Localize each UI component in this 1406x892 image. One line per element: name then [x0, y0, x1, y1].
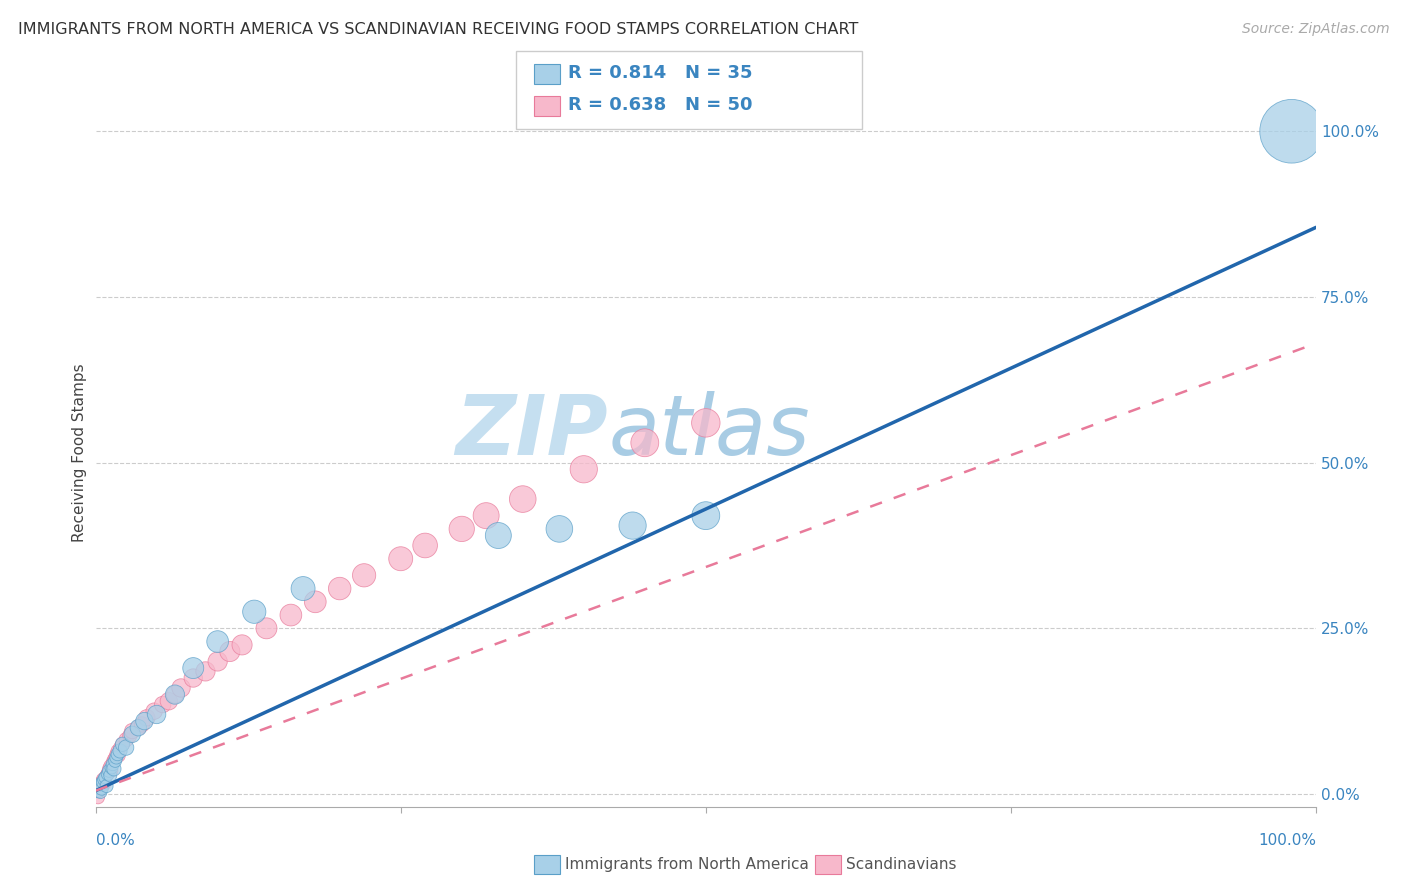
Point [152, 698, 174, 712]
Point [98, 768, 121, 782]
Point [143, 704, 166, 718]
Point [98, 759, 121, 773]
Point [89, 783, 111, 797]
Point [131, 717, 153, 731]
Point [89, 781, 111, 796]
Point [163, 688, 186, 702]
Point [475, 508, 498, 523]
Point [94, 771, 117, 785]
Text: R = 0.814   N = 35: R = 0.814 N = 35 [568, 64, 752, 82]
Point [353, 568, 375, 582]
Text: Source: ZipAtlas.com: Source: ZipAtlas.com [1241, 22, 1389, 37]
Point [101, 755, 124, 769]
Point [695, 416, 717, 430]
Point [207, 655, 229, 669]
Point [93, 777, 115, 791]
Point [450, 522, 472, 536]
Point [90, 781, 112, 796]
Point [107, 747, 129, 762]
Point [104, 750, 127, 764]
Point [292, 582, 315, 596]
Text: Scandinavians: Scandinavians [846, 857, 957, 871]
Point [218, 644, 240, 658]
Point [170, 681, 193, 695]
Point [89, 785, 111, 799]
Point [87, 790, 110, 805]
Point [98, 764, 121, 778]
Point [91, 772, 114, 787]
Point [111, 737, 134, 751]
Point [163, 688, 186, 702]
Point [207, 634, 229, 648]
Point [90, 779, 112, 793]
Point [100, 760, 122, 774]
Point [97, 765, 120, 780]
Point [108, 744, 131, 758]
Point [634, 435, 657, 450]
Text: R = 0.638   N = 50: R = 0.638 N = 50 [568, 96, 752, 114]
Point [115, 732, 138, 747]
Point [572, 462, 595, 476]
Point [304, 595, 326, 609]
Point [89, 780, 111, 795]
Y-axis label: Receiving Food Stamps: Receiving Food Stamps [72, 363, 87, 542]
Point [90, 775, 112, 789]
Point [105, 750, 128, 764]
Point [100, 764, 122, 778]
Point [413, 539, 436, 553]
Point [134, 714, 156, 728]
Point [243, 605, 266, 619]
Point [280, 608, 302, 623]
Point [127, 721, 149, 735]
Point [105, 747, 128, 762]
Text: Immigrants from North America: Immigrants from North America [565, 857, 808, 871]
Point [1281, 124, 1303, 138]
Point [87, 783, 110, 797]
Point [486, 528, 509, 542]
Point [96, 768, 118, 782]
Point [115, 740, 138, 755]
Point [108, 740, 131, 755]
Point [104, 754, 127, 768]
Point [97, 767, 120, 781]
Text: IMMIGRANTS FROM NORTH AMERICA VS SCANDINAVIAN RECEIVING FOOD STAMPS CORRELATION : IMMIGRANTS FROM NORTH AMERICA VS SCANDIN… [18, 22, 859, 37]
Point [90, 777, 112, 791]
Point [621, 518, 644, 533]
Point [231, 638, 253, 652]
Point [103, 762, 125, 776]
Point [107, 744, 129, 758]
Point [111, 737, 134, 751]
Point [329, 582, 352, 596]
Point [103, 753, 125, 767]
Point [135, 711, 157, 725]
Point [256, 621, 278, 635]
Point [389, 551, 412, 566]
Point [512, 492, 534, 507]
Point [548, 522, 571, 536]
Point [121, 727, 143, 741]
Text: 0.0%: 0.0% [96, 833, 135, 847]
Point [194, 665, 217, 679]
Text: atlas: atlas [609, 391, 810, 472]
Point [181, 671, 204, 685]
Point [121, 724, 143, 739]
Point [98, 762, 121, 776]
Point [145, 707, 167, 722]
Point [91, 775, 114, 789]
Point [101, 757, 124, 772]
Point [181, 661, 204, 675]
Text: 100.0%: 100.0% [1258, 833, 1316, 847]
Point [157, 694, 180, 708]
Point [93, 772, 115, 787]
Point [94, 771, 117, 785]
Point [107, 748, 129, 763]
Text: ZIP: ZIP [456, 391, 609, 472]
Point [118, 729, 141, 743]
Point [96, 779, 118, 793]
Point [695, 508, 717, 523]
Point [127, 721, 149, 735]
